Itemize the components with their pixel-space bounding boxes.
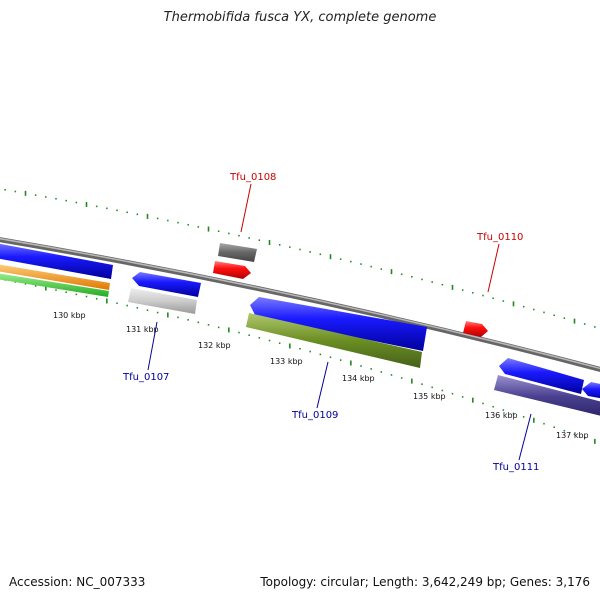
scale-label-137: 137 kbp (556, 431, 589, 440)
scale-label-134: 134 kbp (342, 374, 375, 383)
gene-label-tfu-0109[interactable]: Tfu_0109 (291, 410, 338, 421)
gene-left-orange-feature[interactable] (0, 263, 110, 290)
gene-left-blue-feature[interactable] (0, 242, 113, 279)
scale-label-133: 133 kbp (270, 357, 303, 366)
gene-tfu-0108b-feature[interactable] (213, 261, 251, 279)
gene-tfu-0111-blue-feature[interactable] (499, 358, 584, 394)
gene-label-tfu-0111[interactable]: Tfu_0111 (492, 462, 539, 473)
inner-scale-ticks (4, 279, 596, 444)
gene-label-tfu-0107[interactable]: Tfu_0107 (122, 372, 169, 383)
tfu-0110-leader (487, 243, 500, 293)
scale-label-130: 130 kbp (53, 311, 86, 320)
accession-text: Accession: NC_007333 (9, 575, 146, 589)
scale-label-132: 132 kbp (198, 341, 231, 350)
outer-scale-ticks (4, 188, 596, 328)
gene-tfu-0107-blue-feature[interactable] (132, 272, 201, 297)
gene-right-blue-feature[interactable] (582, 382, 600, 400)
gene-left-green-feature[interactable] (0, 272, 109, 297)
scale-label-136: 136 kbp (485, 411, 518, 420)
gene-tfu-0111-feature[interactable] (494, 375, 600, 418)
gene-label-tfu-0108[interactable]: Tfu_0108 (229, 172, 276, 183)
genome-summary-text: Topology: circular; Length: 3,642,249 bp… (260, 575, 590, 589)
scale-label-131: 131 kbp (126, 325, 159, 334)
gene-tfu-0110-feature[interactable] (463, 321, 488, 337)
gene-tfu-0109-blue-feature[interactable] (250, 297, 427, 351)
gene-label-tfu-0110[interactable]: Tfu_0110 (476, 232, 523, 243)
genome-backbone (0, 237, 600, 372)
tfu-0111-leader (518, 413, 532, 461)
tfu-0109-leader (316, 361, 329, 409)
gene-tfu-0107-feature[interactable] (128, 288, 197, 314)
gene-tfu-0109-feature[interactable] (246, 313, 422, 368)
scale-label-135: 135 kbp (413, 392, 446, 401)
tfu-0108-leader (240, 183, 252, 233)
gene-tfu-0108-feature[interactable] (218, 243, 257, 262)
tfu-0107-leader (147, 321, 158, 371)
map-title: Thermobifida fusca YX, complete genome (163, 10, 437, 25)
